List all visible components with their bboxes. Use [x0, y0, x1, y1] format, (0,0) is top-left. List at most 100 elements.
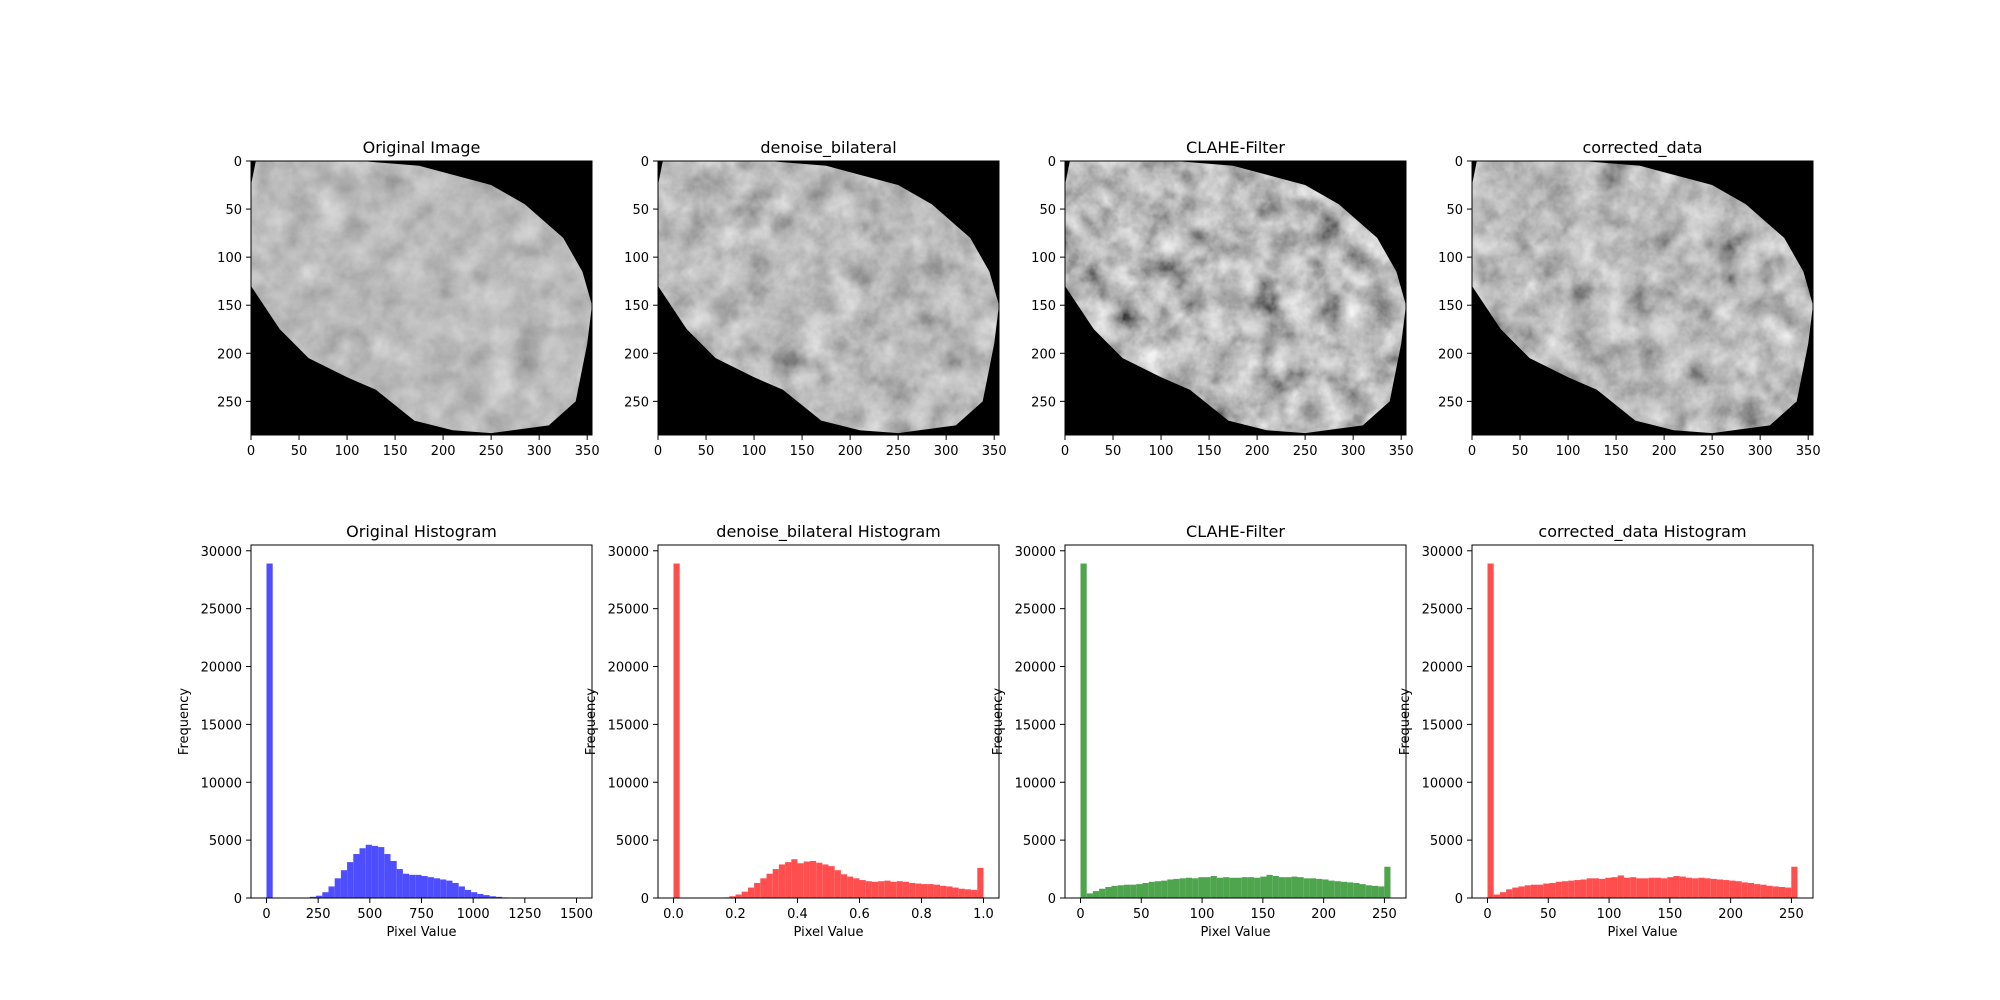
y-tick-label: 30000: [1015, 545, 1056, 560]
histogram-bar: [1117, 885, 1124, 898]
x-tick-label: 100: [1190, 907, 1215, 922]
y-tick-label: 5000: [209, 834, 242, 849]
x-tick-label: 350: [575, 444, 600, 459]
y-tick-label: 250: [1438, 395, 1463, 410]
histogram-bar: [340, 870, 348, 898]
histogram-bar: [754, 882, 761, 898]
histogram-bar: [1353, 882, 1360, 898]
x-tick-label: 50: [698, 444, 715, 459]
y-tick-label: 100: [217, 251, 242, 266]
histogram-bar: [477, 893, 484, 898]
histogram-bar: [1493, 894, 1500, 898]
histogram-bar: [322, 892, 329, 898]
histogram-bar: [834, 870, 841, 898]
x-tick-label: 350: [982, 444, 1007, 459]
histogram-bar: [847, 876, 854, 898]
y-tick-label: 200: [217, 347, 242, 362]
histogram-bar: [1173, 878, 1180, 898]
y-tick-label: 0: [234, 892, 242, 907]
histogram-bar: [353, 854, 360, 898]
x-tick-label: 50: [1105, 444, 1122, 459]
histogram-bar: [1235, 877, 1242, 898]
y-tick-label: 20000: [1422, 661, 1463, 676]
histogram-bar: [803, 861, 810, 898]
y-tick-label: 0: [1048, 155, 1056, 170]
histogram-bar: [1130, 884, 1137, 898]
histogram-frame: [657, 544, 1000, 899]
x-tick-label: 150: [1197, 444, 1222, 459]
image-panel-2: 0 50 100 150 200 250 300 350 0 50 100 150 200 250 deno…: [624, 138, 1006, 459]
y-axis-label: Frequency: [1398, 688, 1413, 755]
x-tick-label: 250: [1293, 444, 1318, 459]
histogram-bar: [1685, 877, 1693, 898]
histogram-bar: [1216, 877, 1224, 898]
histogram-bar: [1161, 880, 1168, 898]
histogram-bar: [1667, 877, 1674, 898]
histogram-bar: [266, 563, 273, 898]
x-tick-label: 50: [291, 444, 308, 459]
histogram-bar: [729, 896, 736, 898]
histogram-title: Original Histogram: [346, 522, 497, 541]
histogram-bar: [1185, 877, 1193, 898]
image-title: CLAHE-Filter: [1186, 138, 1285, 157]
histogram-bar: [347, 862, 354, 898]
x-tick-label: 150: [1604, 444, 1629, 459]
histogram-bar: [1241, 877, 1248, 898]
histogram-bar: [1692, 878, 1699, 898]
histogram-bar: [909, 882, 916, 898]
histogram-bar: [1334, 881, 1341, 898]
y-tick-label: 30000: [201, 545, 242, 560]
image-panel-4: 0 50 100 150 200 250 300 350 0 50 100 150 200 250 corr…: [1438, 138, 1820, 459]
histogram-bar: [495, 896, 503, 898]
histogram-bar: [384, 854, 391, 898]
histogram-bar: [1167, 879, 1174, 898]
histogram-bar: [747, 887, 755, 898]
histogram-bar: [365, 844, 372, 898]
y-tick-label: 15000: [1422, 718, 1463, 733]
x-tick-label: 100: [742, 444, 767, 459]
histogram-bar: [1679, 876, 1686, 898]
histogram-bar: [378, 847, 385, 898]
histogram-bar: [1260, 876, 1267, 898]
histogram-bar: [809, 860, 817, 898]
x-tick-label: 1000: [457, 907, 490, 922]
histogram-panel-1: 0 250 500 750 1000 1250 1500050001000015000200…: [177, 522, 593, 940]
histogram-bar: [1340, 881, 1348, 898]
histogram-bar: [1223, 877, 1230, 898]
y-tick-label: 150: [1438, 299, 1463, 314]
histogram-bar: [1347, 882, 1354, 898]
x-tick-label: 300: [1341, 444, 1366, 459]
y-tick-label: 0: [1455, 155, 1463, 170]
x-axis-label: Pixel Value: [1608, 925, 1678, 940]
histogram-bar: [1272, 876, 1279, 898]
histogram-bar: [896, 881, 903, 898]
x-tick-label: 300: [934, 444, 959, 459]
x-tick-label: 250: [1779, 907, 1804, 922]
histogram-bar: [1359, 884, 1366, 898]
y-tick-label: 15000: [608, 718, 649, 733]
x-tick-label: 0.6: [849, 907, 870, 922]
y-tick-label: 50: [632, 203, 649, 218]
histogram-bar: [921, 884, 928, 898]
histogram-bar: [778, 864, 786, 898]
x-tick-label: 150: [1657, 907, 1682, 922]
histogram-bar: [1648, 877, 1655, 898]
histogram-bar: [1179, 878, 1186, 898]
histogram-bar: [1580, 879, 1587, 898]
histogram-bar: [1772, 886, 1779, 898]
y-tick-label: 0: [234, 155, 242, 170]
histogram-bar: [421, 876, 428, 898]
histogram-panel-2: 0.0 0.2 0.4 0.6 0.8 1.0 0 5000 10000 15000 20000 25…: [584, 522, 1000, 940]
x-tick-label: 0.4: [787, 907, 808, 922]
histogram-bar: [1574, 880, 1581, 898]
histogram-bar: [1537, 884, 1544, 898]
histogram-bar: [1723, 880, 1730, 898]
x-axis-label: Pixel Value: [794, 925, 864, 940]
histogram-bar: [772, 869, 779, 898]
x-tick-label: 150: [383, 444, 408, 459]
x-tick-label: 200: [838, 444, 863, 459]
x-tick-label: 250: [1372, 907, 1397, 922]
x-tick-label: 250: [306, 907, 331, 922]
y-axis-label: Frequency: [177, 688, 192, 755]
histogram-bar: [390, 860, 397, 898]
